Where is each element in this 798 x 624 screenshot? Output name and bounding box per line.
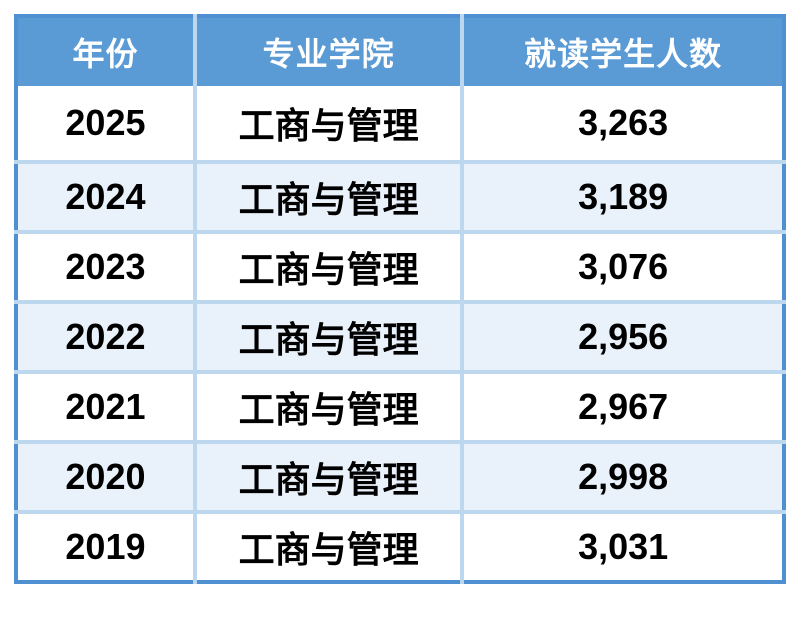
cell-year: 2020: [16, 440, 195, 512]
cell-student-count: 2,956: [460, 300, 784, 372]
column-header-year: 年份: [16, 16, 195, 86]
table-row: 2020 工商与管理 2,998: [16, 440, 784, 512]
cell-college: 工商与管理: [192, 300, 463, 372]
cell-student-count: 3,076: [460, 230, 784, 302]
cell-year: 2022: [16, 300, 195, 372]
table-row: 2022 工商与管理 2,956: [16, 300, 784, 372]
table-row: 2023 工商与管理 3,076: [16, 230, 784, 302]
cell-college: 工商与管理: [192, 160, 463, 232]
table-row: 2025 工商与管理 3,263: [16, 86, 784, 162]
cell-student-count: 3,263: [460, 86, 784, 162]
cell-college: 工商与管理: [192, 510, 463, 582]
table-row: 2021 工商与管理 2,967: [16, 370, 784, 442]
header-row: 年份 专业学院 就读学生人数: [16, 16, 784, 86]
cell-student-count: 3,189: [460, 160, 784, 232]
column-header-college: 专业学院: [192, 16, 463, 86]
cell-college: 工商与管理: [192, 370, 463, 442]
cell-student-count: 2,998: [460, 440, 784, 512]
cell-year: 2021: [16, 370, 195, 442]
cell-college: 工商与管理: [192, 440, 463, 512]
cell-year: 2019: [16, 510, 195, 582]
cell-year: 2025: [16, 86, 195, 162]
cell-year: 2023: [16, 230, 195, 302]
cell-college: 工商与管理: [192, 230, 463, 302]
cell-college: 工商与管理: [192, 86, 463, 162]
table-row: 2024 工商与管理 3,189: [16, 160, 784, 232]
cell-student-count: 2,967: [460, 370, 784, 442]
cell-year: 2024: [16, 160, 195, 232]
table-row: 2019 工商与管理 3,031: [16, 510, 784, 582]
enrollment-table: 年份 专业学院 就读学生人数 2025 工商与管理 3,263 2024 工商与…: [14, 14, 786, 584]
cell-student-count: 3,031: [460, 510, 784, 582]
column-header-student-count: 就读学生人数: [460, 16, 784, 86]
